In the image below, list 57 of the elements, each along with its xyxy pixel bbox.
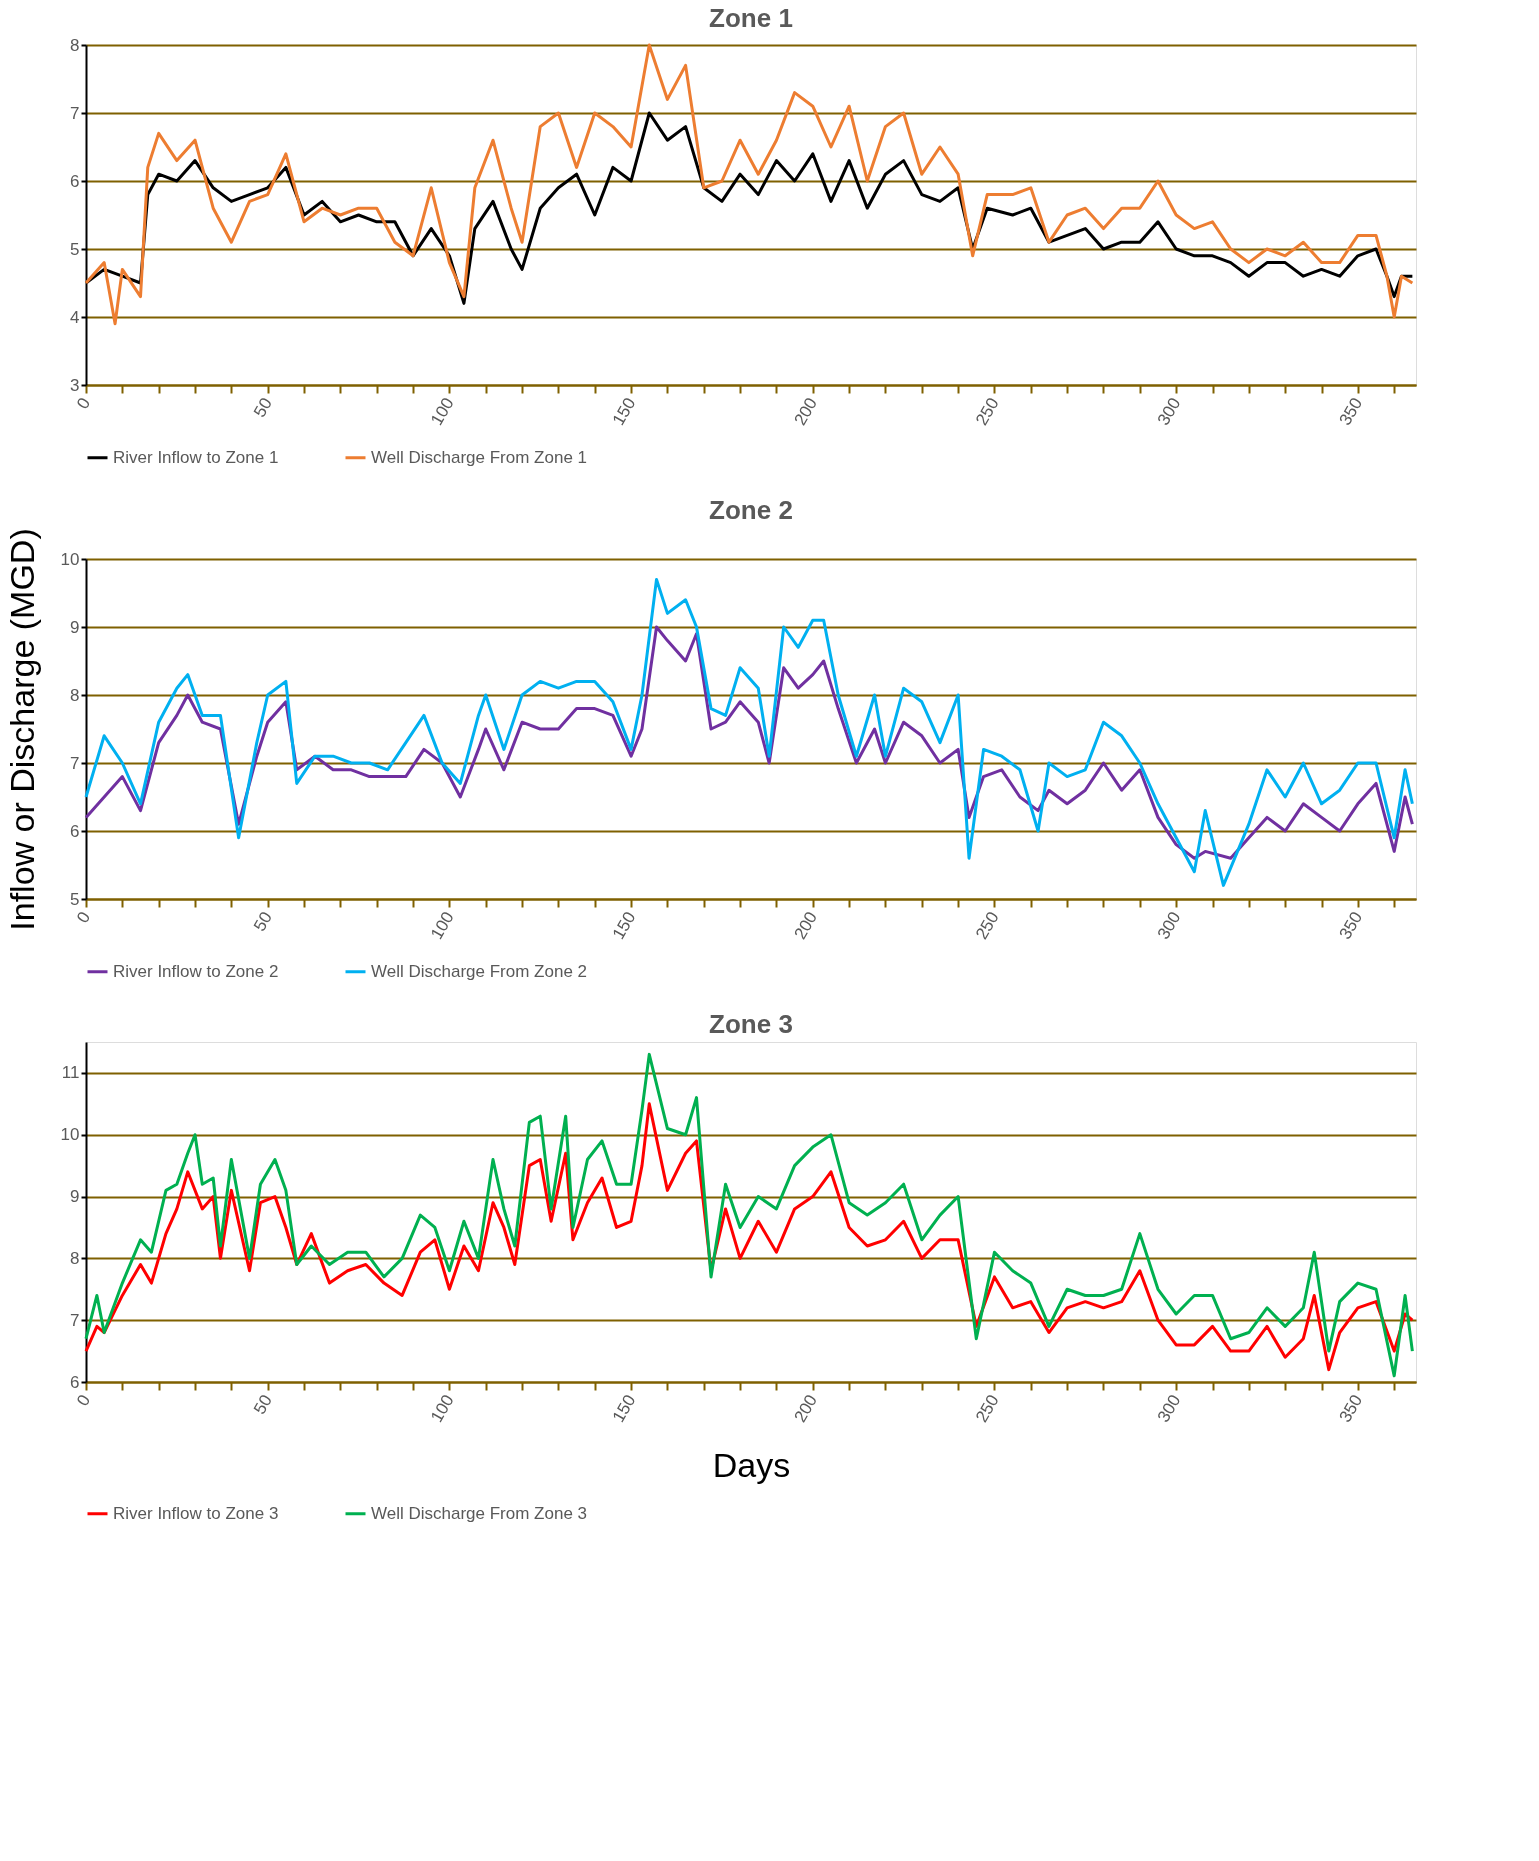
y-tick-label: 7 xyxy=(70,753,80,773)
x-tick-label: 300 xyxy=(1153,1391,1185,1426)
x-tick-label: 250 xyxy=(972,1391,1003,1426)
y-tick-label: 7 xyxy=(70,1310,80,1330)
x-tick-label: 200 xyxy=(790,908,822,943)
x-tick-label: 350 xyxy=(1335,1391,1367,1426)
y-tick-label: 7 xyxy=(70,103,80,123)
legend-label: Well Discharge From Zone 1 xyxy=(371,447,588,467)
x-tick-label: 200 xyxy=(790,394,822,429)
x-tick-label: 150 xyxy=(608,1391,640,1426)
y-tick-label: 8 xyxy=(70,1248,80,1268)
x-tick-label: 300 xyxy=(1153,908,1185,943)
chart-title: Zone 1 xyxy=(709,3,793,33)
x-tick-label: 250 xyxy=(972,908,1003,943)
x-tick-label: 50 xyxy=(250,1391,276,1418)
y-tick-label: 6 xyxy=(70,1372,80,1392)
x-tick-label: 300 xyxy=(1153,394,1185,429)
line-series xyxy=(84,1102,1414,1372)
y-tick-label: 5 xyxy=(70,239,80,259)
y-tick-label: 6 xyxy=(70,821,80,841)
legend-label: Well Discharge From Zone 3 xyxy=(371,1503,588,1523)
x-tick-label: 0 xyxy=(73,394,95,413)
y-tick-label: 9 xyxy=(70,1187,80,1207)
x-tick-label: 350 xyxy=(1335,908,1367,943)
line-series xyxy=(84,1052,1414,1378)
x-tick-label: 150 xyxy=(608,394,640,429)
x-tick-label: 100 xyxy=(427,1391,458,1426)
x-tick-label: 50 xyxy=(250,908,276,935)
line-series xyxy=(84,577,1414,887)
y-tick-label: 9 xyxy=(70,617,80,637)
x-tick-label: 350 xyxy=(1335,394,1367,429)
x-axis-title: Days xyxy=(712,1446,791,1485)
x-tick-label: 50 xyxy=(250,394,276,421)
y-tick-label: 8 xyxy=(70,685,80,705)
y-tick-label: 6 xyxy=(70,171,80,191)
x-tick-label: 100 xyxy=(427,394,458,429)
chart-title: Zone 2 xyxy=(709,494,793,525)
x-tick-label: 150 xyxy=(608,908,640,943)
x-tick-label: 200 xyxy=(790,1391,822,1426)
x-tick-label: 0 xyxy=(73,908,95,927)
y-tick-label: 8 xyxy=(70,35,80,55)
y-tick-label: 10 xyxy=(60,549,80,569)
legend-label: River Inflow to Zone 3 xyxy=(113,1503,279,1523)
legend-label: River Inflow to Zone 1 xyxy=(113,447,279,467)
x-tick-label: 100 xyxy=(427,908,458,943)
x-tick-label: 250 xyxy=(972,394,1003,429)
y-tick-label: 11 xyxy=(61,1063,80,1083)
x-tick-label: 0 xyxy=(73,1391,95,1410)
y-axis-title: Inflow or Discharge (MGD) xyxy=(2,528,41,931)
y-tick-label: 5 xyxy=(70,889,80,909)
chart-title: Zone 3 xyxy=(709,1009,793,1039)
y-tick-label: 4 xyxy=(70,307,80,327)
y-tick-label: 3 xyxy=(70,375,80,395)
legend-label: Well Discharge From Zone 2 xyxy=(371,961,588,981)
y-tick-label: 10 xyxy=(60,1125,80,1145)
legend-label: River Inflow to Zone 2 xyxy=(113,961,279,981)
line-series xyxy=(84,43,1414,326)
